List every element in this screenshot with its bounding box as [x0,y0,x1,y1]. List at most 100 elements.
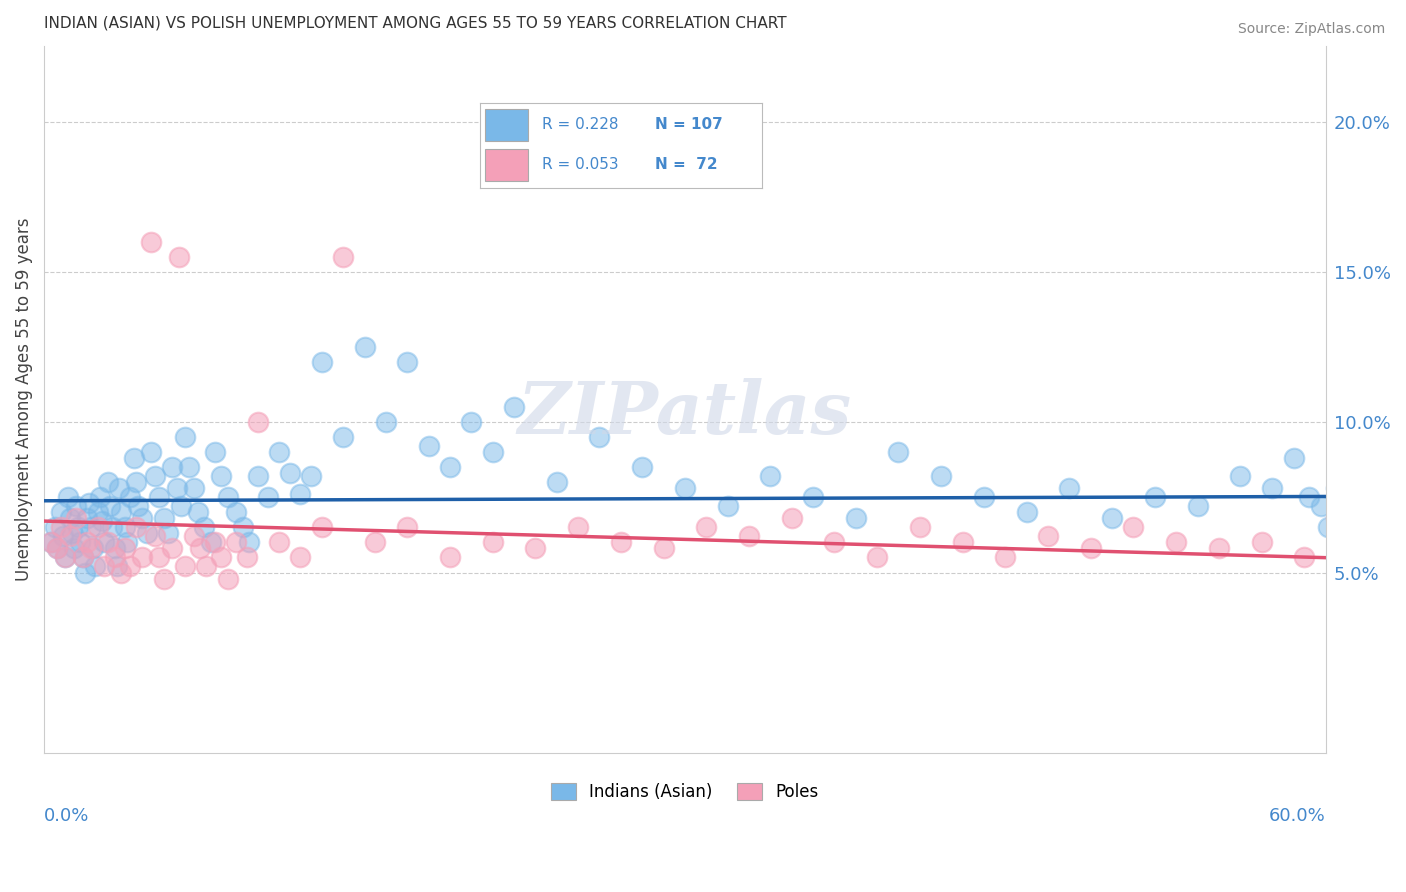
Point [1250,535,1272,549]
Point [118,491,141,505]
Text: 60.0%: 60.0% [1270,807,1326,825]
Point [994,550,1017,565]
Point [162,541,184,556]
Point [1261,481,1284,495]
Point [170,500,193,514]
Point [179,460,201,475]
Point [1400,550,1406,565]
Point [110,566,132,580]
Point [1080,541,1102,556]
Text: ZIPatlas: ZIPatlas [517,378,852,450]
Point [1389,535,1406,549]
Point [353,340,375,354]
Point [174,430,197,444]
Point [143,469,166,483]
Point [51,520,73,534]
Point [200,535,222,549]
Point [1122,520,1144,534]
Point [439,550,461,565]
Point [278,467,301,481]
Point [55,550,77,565]
Point [1015,505,1038,519]
Point [1347,520,1369,534]
Point [290,487,312,501]
Point [866,550,889,565]
Point [204,535,226,549]
Point [567,520,589,534]
Point [117,535,139,549]
Point [45,541,67,556]
Point [76,535,98,549]
Legend: Indians (Asian), Poles: Indians (Asian), Poles [544,777,825,808]
Point [1353,535,1375,549]
Point [84,559,107,574]
Point [152,572,174,586]
Point [759,469,782,483]
Point [65,500,87,514]
Point [973,491,995,505]
Point [114,520,136,534]
Point [97,535,120,549]
Point [148,491,170,505]
Point [188,541,211,556]
Point [39,535,62,549]
Point [217,491,239,505]
Point [374,415,396,429]
Point [332,250,354,264]
Point [187,505,209,519]
Point [209,469,232,483]
Point [193,520,215,534]
Point [105,559,128,574]
Point [332,430,354,444]
Point [290,550,312,565]
Point [460,415,482,429]
Point [217,572,239,586]
Text: Source: ZipAtlas.com: Source: ZipAtlas.com [1237,22,1385,37]
Point [845,511,868,525]
Point [127,500,149,514]
Point [82,541,104,556]
Point [1101,511,1123,525]
Point [86,505,108,519]
Point [174,559,197,574]
Point [1368,505,1391,519]
Point [1368,505,1391,519]
Point [267,535,290,549]
Point [546,475,568,490]
Point [236,550,259,565]
Point [72,550,94,565]
Point [311,520,333,534]
Point [952,535,974,549]
Point [246,415,269,429]
Point [1324,511,1347,525]
Point [1187,500,1209,514]
Point [45,541,67,556]
Point [1378,520,1400,534]
Point [125,520,148,534]
Point [364,535,387,549]
Point [311,355,333,369]
Point [588,430,610,444]
Point [631,460,654,475]
Point [104,541,127,556]
Point [148,550,170,565]
Point [101,520,124,534]
Point [69,535,91,549]
Point [195,559,218,574]
Point [1036,529,1059,543]
Point [52,529,75,543]
Point [396,355,419,369]
Point [1282,451,1305,466]
Text: 0.0%: 0.0% [44,807,90,825]
Point [801,491,824,505]
Point [55,550,77,565]
Point [44,520,66,534]
Point [299,469,322,483]
Point [738,529,761,543]
Point [238,535,260,549]
Point [183,529,205,543]
Point [717,500,740,514]
Point [1361,491,1384,505]
Point [63,541,86,556]
Point [152,511,174,525]
